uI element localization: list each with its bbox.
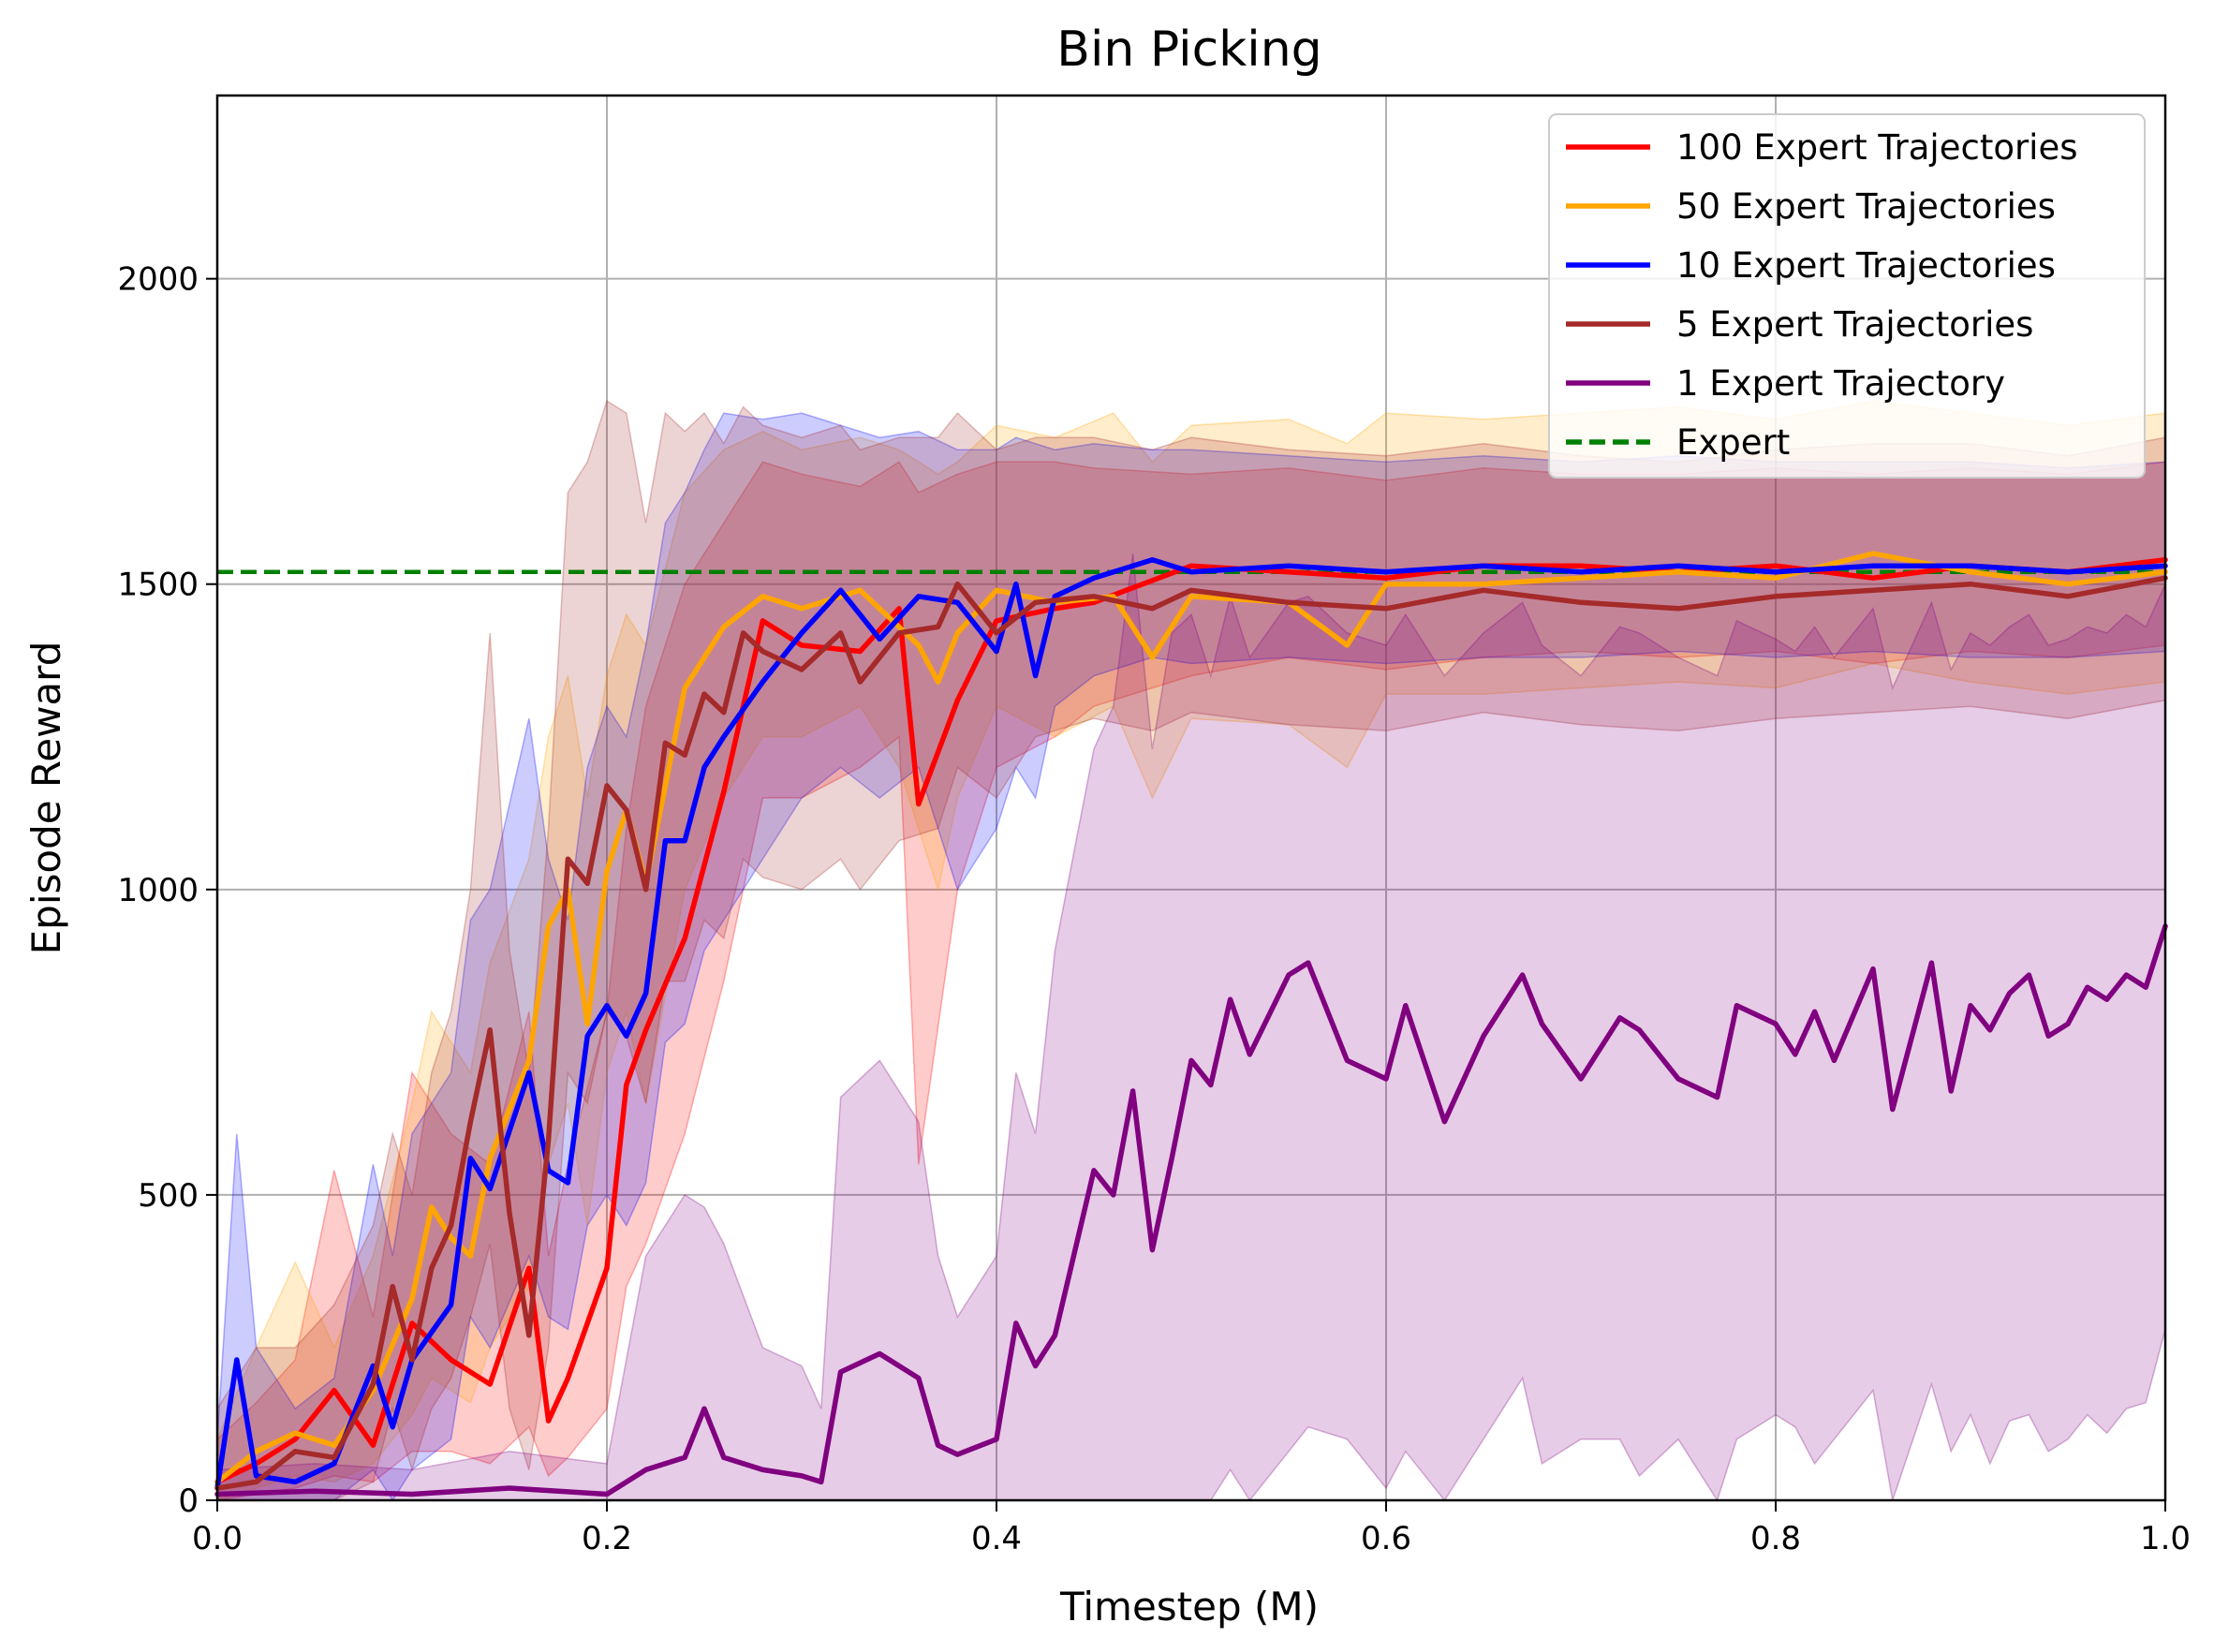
y-tick-label: 1000 <box>117 872 199 909</box>
legend-label-5-expert-trajectories: 5 Expert Trajectories <box>1676 304 2033 345</box>
chart-title: Bin Picking <box>1056 22 1321 78</box>
legend: 100 Expert Trajectories 50 Expert Traject… <box>1548 113 2146 479</box>
x-axis-ticks: 0.0 0.2 0.4 0.6 0.8 1.0 <box>192 1500 2191 1557</box>
y-tick-label: 1500 <box>117 567 199 604</box>
x-tick-label: 0.2 <box>582 1520 632 1557</box>
y-tick-label: 2000 <box>117 261 199 299</box>
legend-label-100-expert-trajectories: 100 Expert Trajectories <box>1676 127 2078 168</box>
line-5-expert-trajectories <box>214 575 2168 1491</box>
series-lines <box>214 551 2168 1497</box>
x-tick-label: 0.4 <box>971 1520 1022 1557</box>
line-1-expert-trajectory <box>214 923 2168 1497</box>
y-axis-ticks: 0 500 1000 1500 2000 <box>117 261 217 1520</box>
x-tick-label: 0.8 <box>1750 1520 1801 1557</box>
plot-frame <box>215 94 2167 1502</box>
legend-label-50-expert-trajectories: 50 Expert Trajectories <box>1676 186 2056 227</box>
x-axis-label: Timestep (M) <box>1059 1584 1319 1630</box>
legend-label-expert: Expert <box>1676 422 1790 463</box>
x-tick-label: 1.0 <box>2140 1520 2191 1557</box>
legend-box <box>1548 113 2146 479</box>
line-10-expert-trajectories <box>214 556 2168 1491</box>
x-tick-label: 0.6 <box>1361 1520 1411 1557</box>
legend-label-1-expert-trajectory: 1 Expert Trajectory <box>1676 363 2005 404</box>
x-tick-label: 0.0 <box>192 1520 243 1557</box>
y-tick-label: 0 <box>178 1482 199 1520</box>
y-axis-label: Episode Reward <box>23 642 69 955</box>
confidence-bands <box>216 399 2166 1502</box>
line-100-expert-trajectories <box>214 556 2168 1485</box>
legend-label-10-expert-trajectories: 10 Expert Trajectories <box>1676 245 2056 286</box>
y-tick-label: 500 <box>138 1177 199 1215</box>
